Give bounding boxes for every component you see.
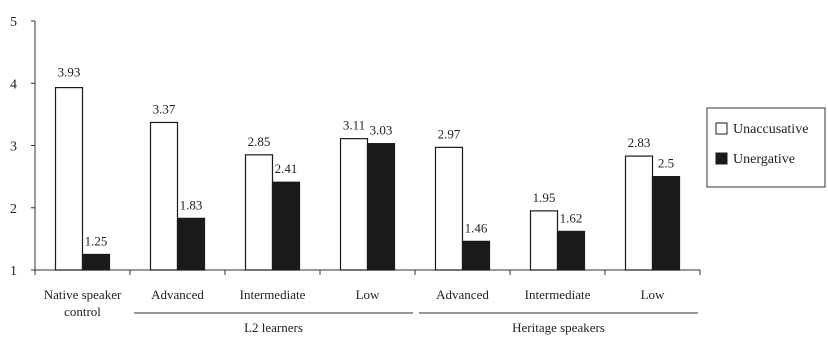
value-label-unergative: 1.83 bbox=[180, 197, 203, 212]
value-label-unergative: 1.46 bbox=[465, 220, 488, 235]
legend-label-unaccusative: Unaccusative bbox=[733, 122, 808, 137]
legend-box bbox=[706, 107, 826, 188]
bar-unaccusative bbox=[624, 155, 654, 271]
value-label-unaccusative: 2.97 bbox=[438, 126, 461, 141]
category-label: Low bbox=[641, 287, 665, 302]
bar-unaccusative bbox=[434, 146, 464, 271]
bar-unaccusative bbox=[339, 138, 369, 271]
bars bbox=[54, 87, 681, 271]
value-label-unaccusative: 3.93 bbox=[58, 65, 81, 80]
y-tick-label: 3 bbox=[10, 140, 17, 155]
category-labels: Native speaker control Advanced Intermediat… bbox=[44, 287, 665, 319]
group-labels: L2 learners Heritage speakers bbox=[134, 312, 698, 335]
y-axis: 1 2 3 4 5 bbox=[10, 15, 36, 279]
bar-unergative bbox=[461, 240, 491, 271]
category-label: Intermediate bbox=[525, 287, 591, 302]
value-label-unaccusative: 1.95 bbox=[533, 190, 556, 205]
x-axis bbox=[34, 269, 701, 275]
category-label: control bbox=[64, 304, 101, 319]
value-label-unergative: 1.62 bbox=[560, 210, 583, 225]
group-label: L2 learners bbox=[244, 320, 303, 335]
y-tick-label: 1 bbox=[10, 264, 17, 279]
legend-label-unergative: Unergative bbox=[733, 152, 795, 167]
value-label-unaccusative: 3.11 bbox=[343, 118, 365, 133]
y-tick-label: 5 bbox=[10, 15, 17, 30]
value-label-unergative: 1.25 bbox=[85, 233, 108, 248]
category-label: Intermediate bbox=[240, 287, 306, 302]
value-label-unergative: 2.41 bbox=[275, 161, 298, 176]
group-label: Heritage speakers bbox=[512, 320, 605, 335]
bar-unaccusative bbox=[54, 87, 84, 271]
bar-unergative bbox=[271, 181, 301, 271]
value-label-unaccusative: 2.85 bbox=[248, 134, 271, 149]
bar-unergative bbox=[81, 253, 111, 271]
y-tick-label: 2 bbox=[10, 202, 17, 217]
bar-unaccusative bbox=[149, 121, 179, 271]
category-label: Low bbox=[356, 287, 380, 302]
legend: Unaccusative Unergative bbox=[706, 107, 826, 188]
legend-swatch-unaccusative bbox=[715, 122, 728, 135]
value-label-unergative: 3.03 bbox=[370, 123, 393, 138]
category-label: Advanced bbox=[151, 287, 204, 302]
category-label: Native speaker bbox=[44, 287, 122, 302]
value-label-unergative: 2.5 bbox=[658, 156, 674, 171]
bar-unaccusative bbox=[529, 210, 559, 271]
bar-unergative bbox=[651, 176, 681, 271]
value-labels: 3.93 1.25 3.37 1.83 2.85 2.41 3.11 3.03 2.97 1.46… bbox=[58, 65, 675, 249]
bar-unergative bbox=[176, 217, 206, 271]
legend-swatch-unergative bbox=[715, 152, 728, 165]
bar-unergative bbox=[366, 143, 396, 271]
category-label: Advanced bbox=[436, 287, 489, 302]
bar-unergative bbox=[556, 230, 586, 271]
y-tick-label: 4 bbox=[10, 77, 17, 92]
value-label-unaccusative: 3.37 bbox=[153, 101, 176, 116]
value-label-unaccusative: 2.83 bbox=[628, 135, 651, 150]
bar-unaccusative bbox=[244, 154, 274, 271]
